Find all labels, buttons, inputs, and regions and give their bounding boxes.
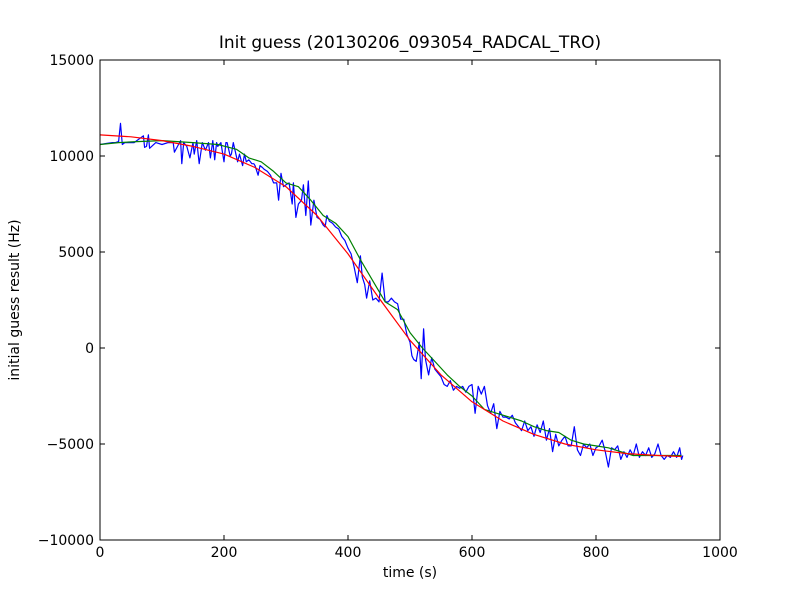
x-tick-label: 400	[335, 545, 362, 561]
plot-frame	[99, 59, 721, 541]
x-tick-label: 200	[211, 545, 238, 561]
y-tick-label: 5000	[58, 245, 94, 261]
series-line-fit	[100, 134, 682, 458]
y-tick-label: 0	[85, 341, 94, 357]
y-tick-label: −5000	[47, 437, 94, 453]
y-axis: 15000 10000 5000 0 −5000 −10000	[38, 53, 720, 549]
series-line-smoothed	[100, 140, 682, 457]
x-axis: 0 200 400 600 800 1000	[96, 60, 738, 561]
x-tick-label: 0	[96, 545, 105, 561]
x-axis-label: time (s)	[383, 565, 437, 581]
y-tick-label: 10000	[49, 149, 94, 165]
y-tick-label: 15000	[49, 53, 94, 69]
y-tick-label: −10000	[38, 533, 94, 549]
x-tick-label: 600	[459, 545, 486, 561]
chart-title: Init guess (20130206_093054_RADCAL_TRO)	[219, 33, 601, 53]
y-axis-label: initial guess result (Hz)	[7, 219, 23, 380]
plot-area	[100, 122, 684, 468]
x-tick-label: 800	[583, 545, 610, 561]
x-tick-label: 1000	[702, 545, 738, 561]
